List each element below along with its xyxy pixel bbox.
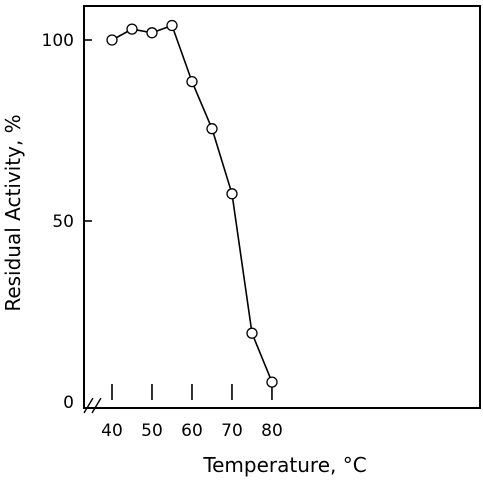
data-points bbox=[106, 19, 278, 388]
data-point-70 bbox=[226, 188, 238, 200]
data-point-55 bbox=[166, 19, 178, 32]
y-tick-label: 50 bbox=[52, 212, 74, 232]
data-point-75 bbox=[246, 327, 258, 339]
x-axis-break-mark bbox=[83, 397, 102, 414]
data-point-50 bbox=[146, 27, 158, 39]
y-tick-label: 0 bbox=[63, 393, 74, 413]
x-tick-label: 70 bbox=[221, 421, 243, 441]
x-axis-title: Temperature, °C bbox=[202, 453, 366, 477]
y-axis-tick-labels: 0 50 100 bbox=[42, 31, 74, 413]
x-tick-label: 80 bbox=[261, 421, 283, 441]
tick-marks bbox=[84, 39, 273, 400]
data-point-40 bbox=[106, 34, 118, 46]
x-tick-label: 50 bbox=[141, 421, 163, 441]
data-point-65 bbox=[206, 123, 218, 135]
plot-frame bbox=[83, 5, 481, 409]
x-axis-tick-labels: 40 50 60 70 80 bbox=[101, 421, 283, 441]
x-tick-label: 60 bbox=[181, 421, 203, 441]
data-point-80 bbox=[266, 376, 278, 388]
x-tick-label: 40 bbox=[101, 421, 123, 441]
y-tick-label: 100 bbox=[42, 31, 74, 51]
data-point-60 bbox=[186, 75, 198, 88]
data-point-45 bbox=[126, 23, 138, 35]
y-axis-title: Residual Activity, % bbox=[1, 114, 25, 311]
